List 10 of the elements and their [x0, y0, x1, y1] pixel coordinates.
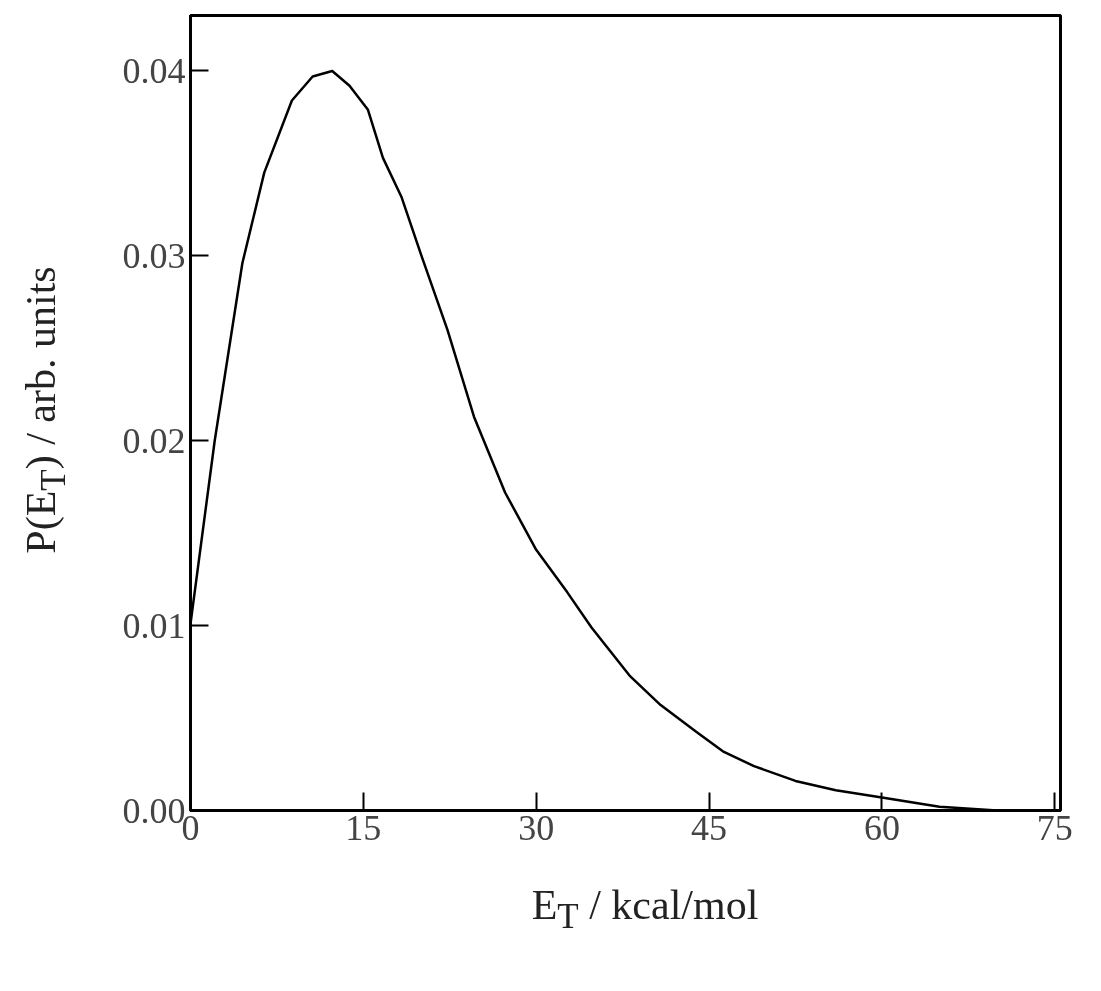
- y-tick-label: 0.04: [122, 50, 186, 91]
- y-tick-label: 0.03: [122, 235, 186, 276]
- y-tick-label: 0.01: [122, 605, 186, 646]
- x-axis-title: E$_{T}$ / kcal/mol: [530, 881, 760, 939]
- x-tick-label: 45: [691, 807, 728, 848]
- y-tick-label: 0.02: [122, 420, 186, 461]
- x-tick-label: 30: [518, 807, 555, 848]
- x-tick-label: 75: [1036, 807, 1073, 848]
- x-tick-label: 15: [345, 807, 382, 848]
- x-tick-label: 60: [863, 807, 900, 848]
